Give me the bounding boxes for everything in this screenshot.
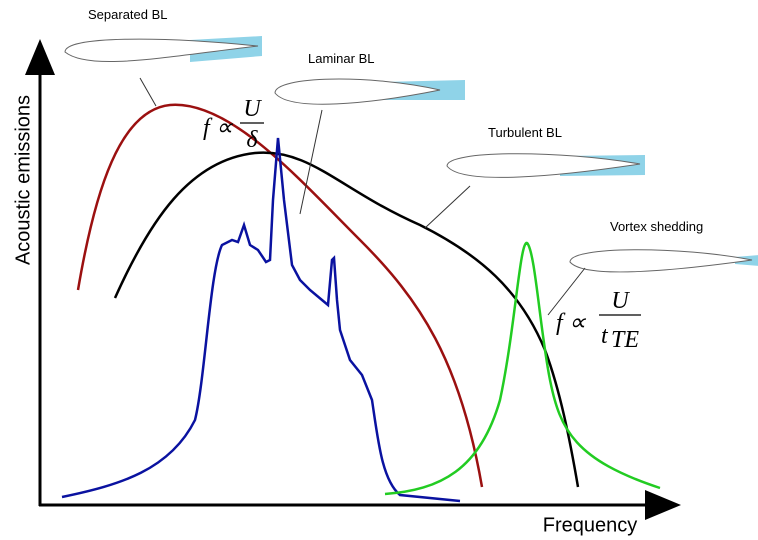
label: Turbulent BL: [488, 125, 562, 140]
formula-subscript: TE: [611, 327, 639, 353]
formula-denominator: δ: [246, 127, 258, 153]
x-axis-label: Frequency: [543, 514, 638, 536]
laminar-curve: [62, 138, 460, 501]
turbulent-airfoil: [447, 154, 645, 178]
pointer: [548, 268, 585, 315]
formula-denominator: t: [601, 323, 609, 349]
separated-airfoil: [65, 36, 262, 62]
formula-numerator: U: [611, 288, 630, 314]
pointer: [140, 78, 156, 106]
formula-numerator: U: [243, 96, 262, 122]
diagram: Acoustic emissions Frequency Separated B…: [0, 0, 758, 540]
vortex-airfoil: [570, 250, 758, 272]
y-axis-label: Acoustic emissions: [12, 95, 34, 265]
formula-lhs: f ∝: [556, 310, 587, 336]
pointer: [425, 186, 470, 228]
vortex-curve: [385, 243, 660, 494]
laminar-airfoil: [275, 79, 465, 104]
label: Laminar BL: [308, 51, 374, 66]
formula-lhs: f ∝: [203, 115, 234, 141]
label: Separated BL: [88, 7, 168, 22]
label: Vortex shedding: [610, 219, 703, 234]
